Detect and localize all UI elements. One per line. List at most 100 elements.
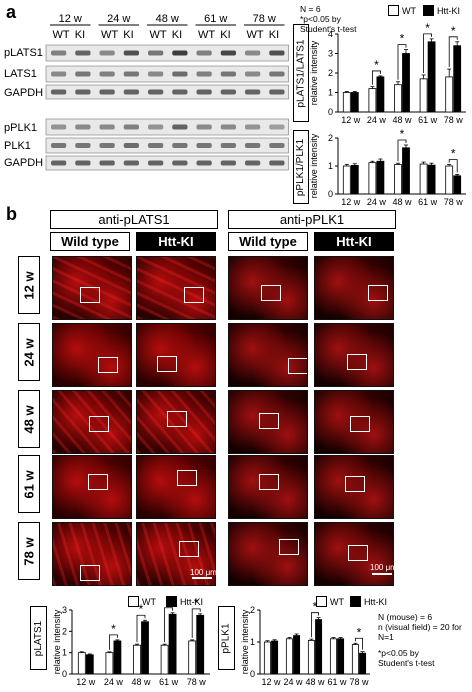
blot-genotype-label: WT <box>246 29 263 41</box>
blot-week-label: 61 w <box>204 13 227 25</box>
significance-bracket <box>136 614 146 643</box>
legend-swatch-wt <box>316 596 327 607</box>
gapdh2-band <box>269 160 285 166</box>
bar-wt <box>285 638 293 675</box>
x-tick-label: 12 w <box>261 677 281 687</box>
chart-b-right-boxlabel: pPLK1 <box>218 606 235 670</box>
plats1-band <box>172 50 188 56</box>
y-axis-label: relative intensity <box>52 609 62 674</box>
lats1-strip <box>45 65 289 83</box>
blot-genotype-label: WT <box>52 29 69 41</box>
chart-b-plats1: relative intensity 0 1 2 3 12 w 24 w * 48 w * 61 w… <box>52 598 210 687</box>
x-tick-label: 61 w <box>327 677 347 687</box>
stats-test: Student's t-test <box>300 24 357 34</box>
y-tick-label: 2 <box>328 133 333 143</box>
pplk1-band <box>245 124 261 130</box>
panel-a-letter: a <box>6 2 17 22</box>
blot-row-label: pPLK1 <box>4 122 37 134</box>
bar-ki <box>271 640 279 675</box>
lats1-band <box>245 71 261 77</box>
x-tick-label: 61 w <box>159 677 179 687</box>
legend-b1-ki: Htt-KI <box>166 596 203 607</box>
plats1-strip <box>45 44 289 62</box>
plk1-band <box>99 143 115 148</box>
blot-genotype-label: WT <box>101 29 118 41</box>
pplk1-strip <box>45 118 289 136</box>
significance-bracket <box>191 608 201 638</box>
micrograph-panel <box>136 256 216 320</box>
gapdh1-band <box>220 89 236 95</box>
y-tick-label: 0 <box>250 669 255 679</box>
region-of-interest-box <box>157 356 177 372</box>
bar-wt <box>329 638 337 675</box>
y-tick-label: 0 <box>328 189 333 199</box>
stats-p: *p<0.05 by <box>300 14 341 24</box>
bar-ki <box>427 164 436 195</box>
x-tick-label: 12 w <box>76 677 96 687</box>
plk1-band <box>245 143 261 148</box>
region-of-interest-box <box>179 541 199 557</box>
legend-swatch-ki <box>166 596 177 607</box>
plats1-band <box>123 50 139 56</box>
blot-genotype-label: WT <box>198 29 215 41</box>
legend-a-ki: Htt-KI <box>423 5 460 16</box>
bar-ki <box>293 635 301 675</box>
bar-wt <box>263 641 271 675</box>
bar-wt <box>445 165 454 195</box>
scale-bar-label-left: 100 μm <box>190 568 217 577</box>
plk1-band <box>75 143 91 148</box>
region-of-interest-box <box>288 358 307 374</box>
significance-bracket <box>423 33 432 73</box>
region-of-interest-box <box>350 416 370 432</box>
header-wild-type-2: Wild type <box>228 232 308 251</box>
blot-row-label: LATS1 <box>4 68 37 80</box>
gapdh1-strip <box>45 84 289 100</box>
region-of-interest-box <box>184 287 204 303</box>
y-tick-label: 3 <box>328 49 333 59</box>
legend-b1-wt: WT <box>128 596 156 607</box>
significance-bracket <box>311 612 319 638</box>
scale-bar-left <box>192 577 212 579</box>
stats-n: N = 6 <box>300 4 321 14</box>
lats1-band <box>196 71 212 77</box>
gapdh2-band <box>148 160 164 166</box>
micrograph-panel <box>228 390 308 454</box>
x-tick-label: 24 w <box>367 115 387 125</box>
y-tick-label: 1 <box>328 161 333 171</box>
x-tick-label: 24 w <box>283 677 303 687</box>
x-tick-label: 48 w <box>131 677 151 687</box>
blot-genotype-label: WT <box>149 29 166 41</box>
blot-genotype-label: KI <box>269 29 279 41</box>
pplk1-band <box>51 124 67 130</box>
gapdh2-band <box>220 160 236 166</box>
week-label-78: 78 w <box>18 522 40 580</box>
significance-bracket <box>397 44 407 80</box>
week-label-48: 48 w <box>18 390 40 448</box>
bar-ki <box>350 92 359 113</box>
x-tick-label: 48 w <box>392 197 412 207</box>
gapdh1-band <box>196 89 212 95</box>
significance-bracket <box>372 70 381 85</box>
bar-wt <box>419 78 428 113</box>
bar-ki <box>315 619 323 675</box>
header-htt-ki-2: Htt-KI <box>314 232 394 251</box>
legend-label-wt: WT <box>402 5 416 16</box>
week-label-12: 12 w <box>18 256 40 314</box>
plats1-band <box>269 50 285 56</box>
header-anti-pplk1: anti-pPLK1 <box>228 210 396 229</box>
y-axis-label: relative intensity <box>309 40 319 105</box>
stats-n-mouse: N (mouse) = 6 <box>378 612 433 622</box>
legend-label-ki: Htt-KI <box>180 596 204 607</box>
y-tick-label: 0 <box>328 107 333 117</box>
x-tick-label: 78 w <box>187 677 207 687</box>
chart-pplk1-plk1: relative intensity 0 1 2 12 w 24 w 48 w * 61 w 78… <box>309 128 466 207</box>
micrograph-panel <box>314 455 394 519</box>
panel-a-stats-note: N = 6 *p<0.05 by Student's t-test <box>300 4 356 34</box>
significance-asterisk: * <box>400 32 405 46</box>
stats-p: *p<0.05 by <box>378 648 419 658</box>
y-tick-label: 2 <box>250 605 255 615</box>
plk1-band <box>123 143 139 148</box>
micrograph-panel <box>228 256 308 320</box>
chart-a-top-boxlabel: pLATS1/LATS1 <box>293 24 309 122</box>
y-axis-label: relative intensity <box>240 609 250 674</box>
